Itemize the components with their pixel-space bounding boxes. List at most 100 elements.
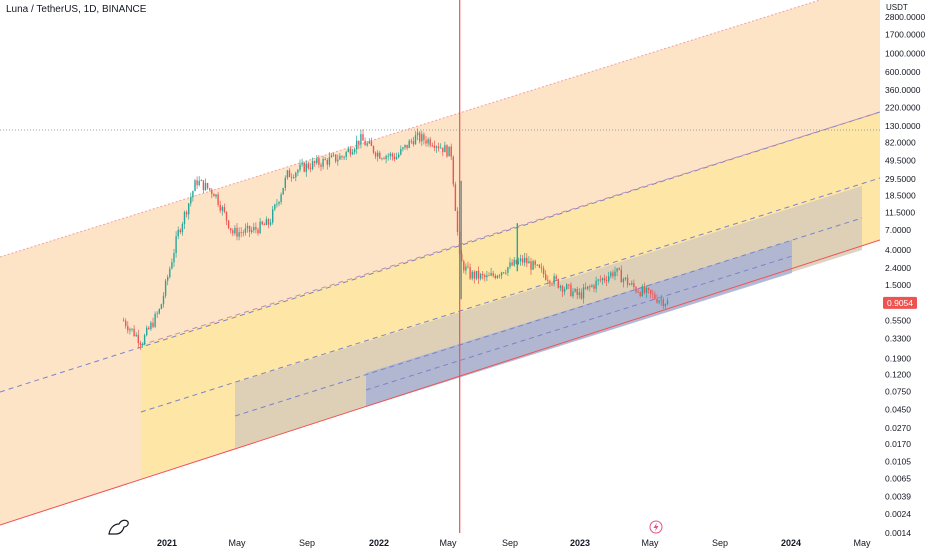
candle-body: [236, 227, 238, 237]
candle-body: [202, 180, 205, 191]
y-tick-label: 0.0750: [885, 386, 911, 396]
candle-body: [595, 280, 597, 289]
x-tick-label: 2021: [157, 538, 177, 548]
x-tick-label: Sep: [502, 538, 518, 548]
candle-body: [177, 229, 179, 237]
candle-body: [318, 158, 320, 165]
candle-body: [408, 140, 410, 149]
candle-body: [278, 201, 280, 204]
candle-body: [339, 156, 341, 160]
candle-body: [641, 286, 643, 297]
candle-body: [272, 209, 274, 223]
lightning-event-icon[interactable]: [649, 520, 663, 534]
candle-body: [246, 225, 249, 229]
candle-body: [400, 149, 402, 155]
y-tick-label: 1.5000: [885, 280, 911, 290]
candle-body: [232, 230, 234, 234]
candle-body: [620, 269, 622, 283]
y-tick-label: 600.0000: [885, 67, 921, 77]
candle-body: [566, 284, 568, 290]
candle-body: [381, 158, 383, 160]
candle-body: [647, 288, 650, 290]
candle-body: [211, 189, 213, 194]
candle-body: [425, 140, 427, 144]
candle-body: [192, 191, 194, 198]
candle-body: [664, 304, 667, 307]
y-tick-label: 0.1900: [885, 353, 911, 363]
candle-body: [257, 229, 259, 234]
candle-body: [515, 259, 517, 264]
y-tick-label: 0.0014: [885, 528, 911, 538]
last-price-badge: [883, 296, 917, 309]
y-tick-label: 0.0105: [885, 456, 911, 466]
channel-line-top: [0, 0, 821, 258]
candle-body: [133, 328, 135, 337]
candle-body: [643, 286, 646, 293]
candle-body: [230, 228, 232, 231]
candle-body: [194, 180, 196, 192]
candle-body: [358, 140, 360, 145]
x-tick-label: Sep: [299, 538, 315, 548]
candle-body: [580, 292, 583, 299]
candle-body: [389, 153, 391, 156]
channel-line-bottom: [0, 239, 880, 526]
candle-body: [356, 140, 358, 150]
candle-body: [488, 275, 490, 277]
candle-body: [536, 264, 538, 266]
candle-body: [341, 156, 343, 158]
candle-body: [519, 258, 522, 262]
candle-body: [148, 327, 150, 330]
candle-body: [431, 145, 433, 147]
candle-body: [654, 294, 656, 299]
y-tick-label: 82.0000: [885, 138, 916, 148]
candle-body: [248, 225, 251, 232]
candle-body: [267, 219, 270, 225]
candle-body: [540, 267, 543, 269]
candle-body: [660, 299, 662, 301]
candle-body: [507, 267, 509, 273]
candle-body: [328, 157, 331, 165]
candle-body: [484, 275, 486, 278]
y-tick-label: 2800.0000: [885, 12, 925, 22]
candle-body: [410, 140, 412, 142]
candle-body: [196, 180, 198, 186]
channel-line-inner-top: [140, 111, 880, 346]
candle-body: [286, 170, 289, 178]
y-tick-label: 0.0065: [885, 473, 911, 483]
candle-body: [362, 134, 364, 141]
dinosaur-logo-icon[interactable]: [108, 519, 129, 535]
candle-body: [263, 224, 265, 226]
y-tick-label: 0.0450: [885, 405, 911, 415]
candle-body: [221, 206, 223, 211]
candle-body: [475, 270, 478, 279]
y-tick-label: 7.0000: [885, 225, 911, 235]
candle-body: [244, 228, 247, 233]
candle-body: [347, 148, 349, 152]
candle-body: [366, 143, 368, 146]
candle-body: [274, 204, 276, 210]
candle-body: [215, 194, 217, 197]
candle-body: [526, 257, 528, 264]
candle-body: [404, 144, 406, 148]
x-tick-label: May: [853, 538, 871, 548]
candle-body: [528, 261, 530, 264]
channel-band-upper: [0, 0, 880, 392]
y-tick-label: 18.5000: [885, 191, 916, 201]
candle-body: [269, 222, 272, 225]
candle-body: [345, 151, 347, 157]
candle-body: [444, 145, 446, 153]
candle-body: [288, 170, 291, 178]
candle-body: [414, 135, 417, 145]
candle-body: [601, 278, 604, 281]
candle-body: [549, 280, 551, 284]
y-tick-label: 0.0270: [885, 423, 911, 433]
candle-body: [167, 277, 169, 281]
channel-fill-mid-upper: [141, 112, 880, 412]
candle-body: [612, 272, 614, 277]
candle-body: [467, 266, 469, 268]
candle-body: [557, 279, 559, 288]
candle-body: [576, 288, 578, 295]
candle-body: [555, 276, 557, 280]
candle-body: [326, 159, 328, 165]
